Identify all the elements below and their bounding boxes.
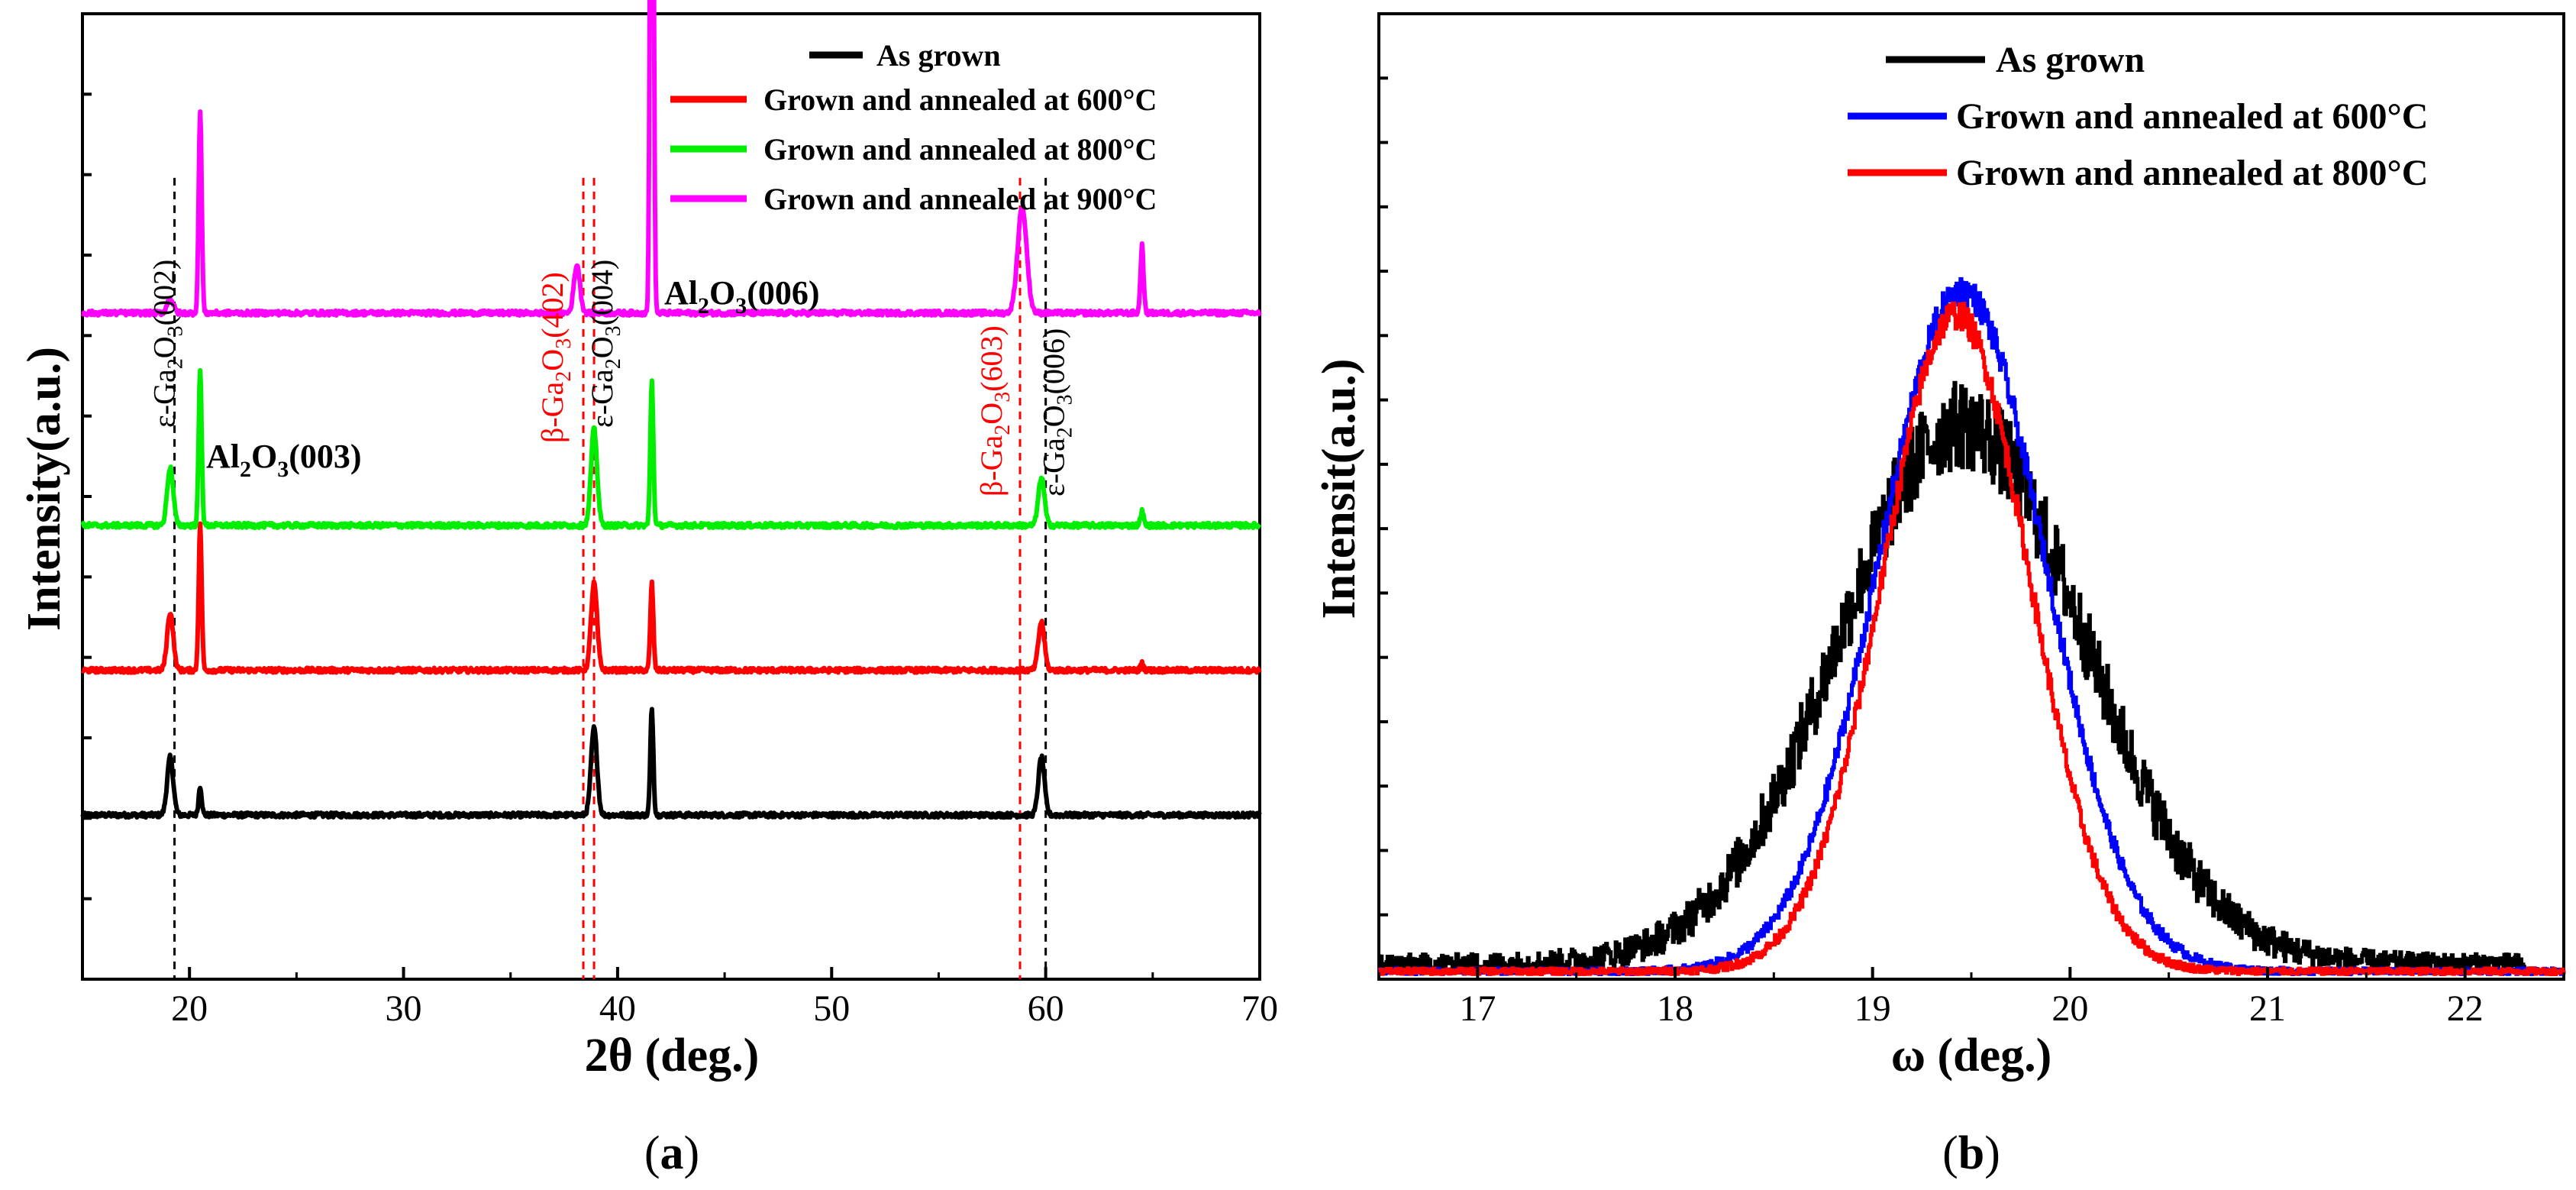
rocking-curve-1	[1377, 276, 2566, 977]
label-al2o3-006: Al2O3(006)	[664, 274, 820, 319]
panel-b: 17 18 19 20 21 22 Intensit(a.u.) ω (deg.) As …	[1313, 12, 2566, 1082]
legend-label-600c: Grown and annealed at 600°C	[763, 82, 1157, 117]
peak-annotation: β-Ga2O3(603)	[974, 325, 1015, 496]
x-tick-label: 20	[2051, 988, 2088, 1029]
x-tick-label: 70	[1241, 988, 1278, 1029]
panel-a: 20 30 40 50 60 70 Intensity(a.u.) 2θ (deg.) A…	[18, 0, 1278, 1082]
series-line-3	[80, 0, 1262, 318]
label-al2o3-003: Al2O3(003)	[206, 438, 362, 482]
x-tick-label: 50	[813, 988, 850, 1029]
series-line-2	[80, 367, 1262, 531]
x-tick-label: 40	[599, 988, 636, 1029]
legend-label-b-800c: Grown and annealed at 800°C	[1956, 153, 2428, 193]
panel-a-x-axis-label: 2θ (deg.)	[585, 1030, 760, 1082]
panel-a-ticks: 20 30 40 50 60 70	[81, 92, 1278, 1029]
legend-label-b-as-grown: As grown	[1996, 40, 2145, 80]
x-tick-label: 18	[1657, 988, 1693, 1029]
peak-annotation: ε-Ga2O3(006)	[1037, 328, 1077, 496]
peak-annotation: ε-Ga2O3(004)	[585, 260, 625, 428]
x-tick-label: 30	[386, 988, 422, 1029]
x-tick-label: 19	[1855, 988, 1891, 1029]
rocking-curve-0	[1377, 380, 2526, 975]
panel-a-dashed-lines	[173, 177, 1048, 979]
panel-a-caption: (a)	[644, 1127, 699, 1179]
panel-b-caption: (b)	[1942, 1127, 2000, 1179]
legend-label-800c: Grown and annealed at 800°C	[763, 132, 1157, 167]
panel-b-series	[1377, 276, 2566, 977]
legend-label-900c: Grown and annealed at 900°C	[763, 182, 1157, 216]
panel-a-y-axis-label: Intensity(a.u.)	[18, 347, 70, 631]
x-tick-label: 21	[2249, 988, 2286, 1029]
panel-a-series	[80, 0, 1262, 820]
panel-b-ticks: 17 18 19 20 21 22	[1377, 76, 2565, 1029]
peak-annotation: ε-Ga2O3(002)	[147, 260, 188, 428]
peak-annotation: β-Ga2O3(402)	[535, 272, 576, 443]
panel-a-legend: As grown Grown and annealed at 600°C Gro…	[670, 38, 1157, 216]
x-tick-label: 22	[2447, 988, 2484, 1029]
legend-label-as-grown: As grown	[876, 38, 1001, 73]
panel-a-peak-annotations: ε-Ga2O3(002) β-Ga2O3(402)ε-Ga2O3(004) β-Ga…	[147, 260, 1077, 496]
legend-label-b-600c: Grown and annealed at 600°C	[1956, 96, 2428, 137]
panel-b-legend: As grown Grown and annealed at 600°C Gro…	[1848, 40, 2428, 193]
series-line-0	[80, 707, 1262, 820]
panel-b-x-axis-label: ω (deg.)	[1891, 1030, 2052, 1082]
x-tick-label: 60	[1028, 988, 1064, 1029]
x-tick-label: 17	[1459, 988, 1496, 1029]
panel-b-y-axis-label: Intensit(a.u.)	[1313, 358, 1365, 619]
series-line-1	[80, 521, 1262, 675]
x-tick-label: 20	[171, 988, 208, 1029]
